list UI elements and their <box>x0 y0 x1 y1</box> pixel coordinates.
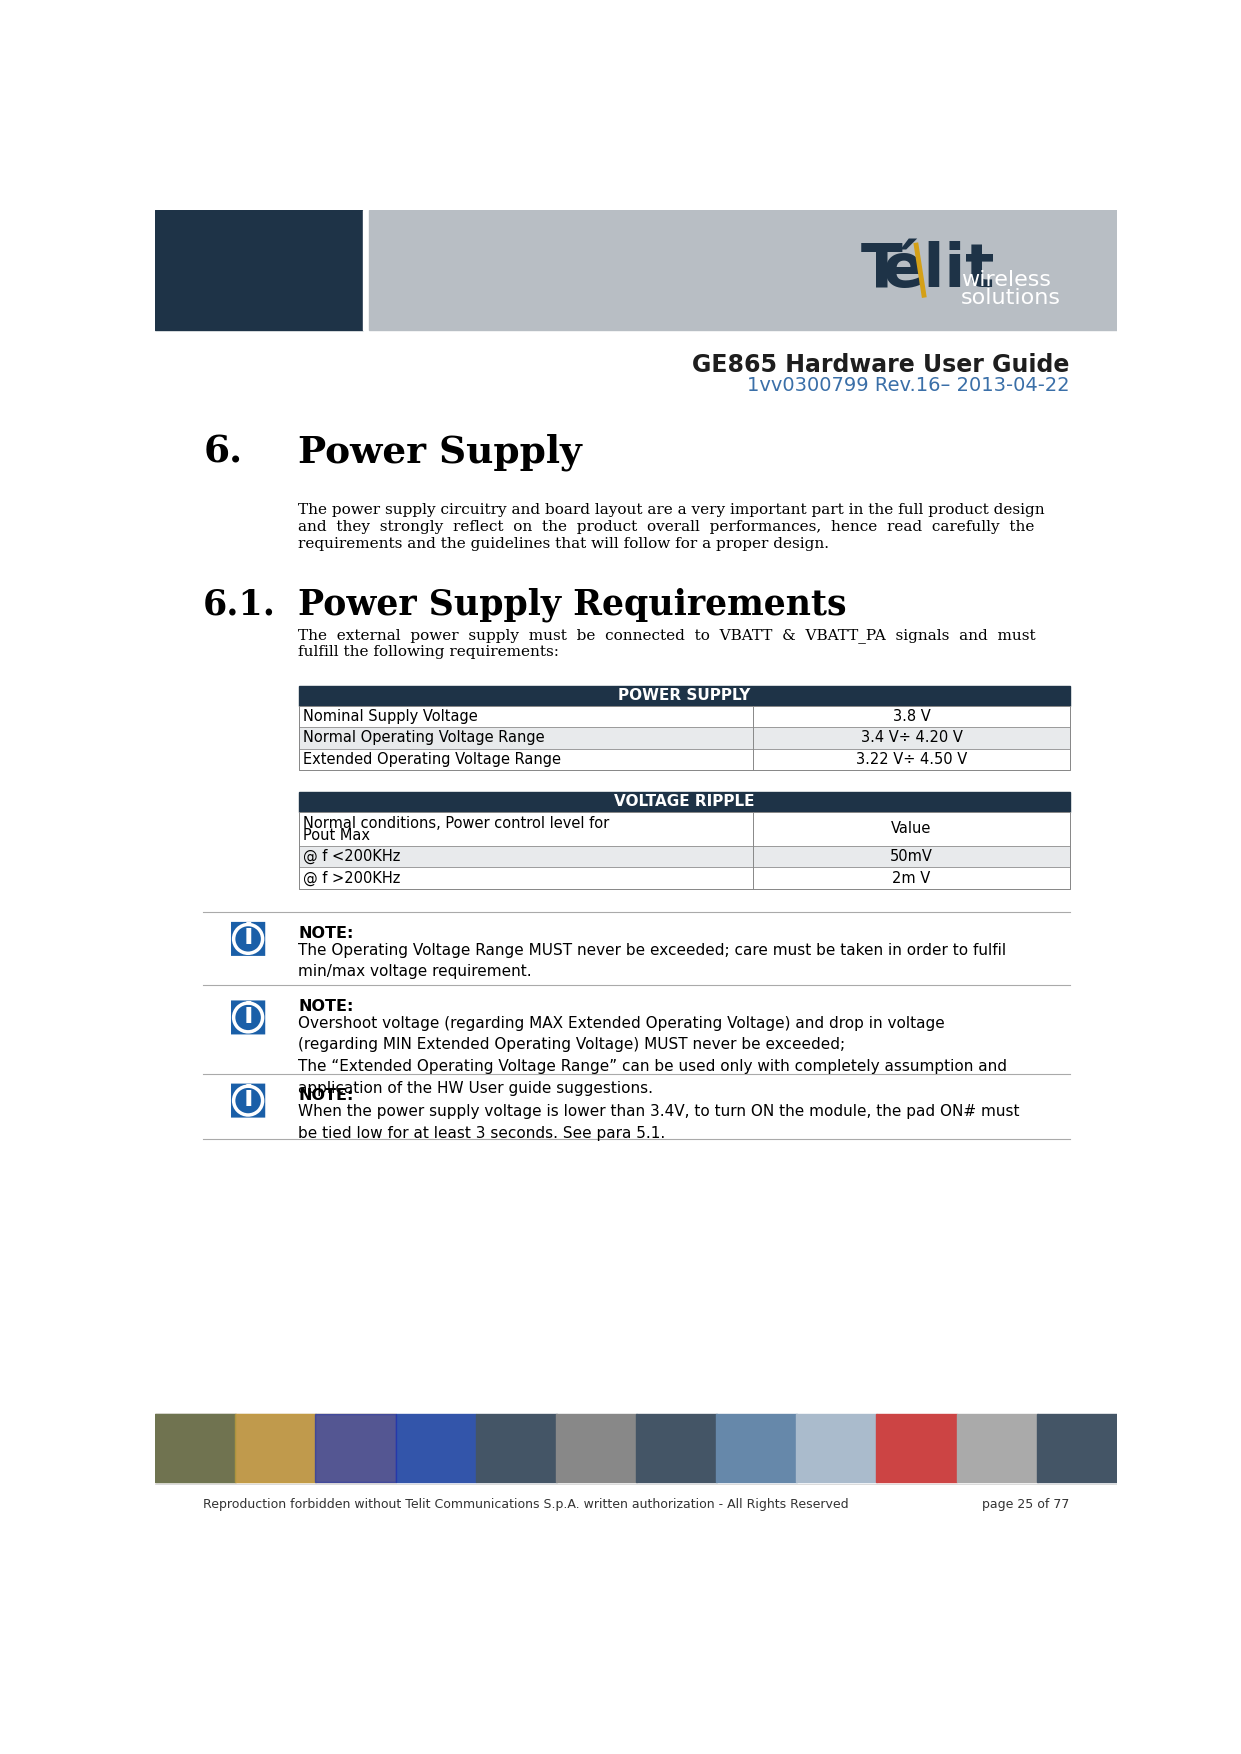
Bar <box>299 845 1070 866</box>
Bar <box>299 728 1070 749</box>
Bar <box>155 1414 236 1482</box>
Text: i: i <box>243 1002 253 1030</box>
Text: page 25 of 77: page 25 of 77 <box>982 1498 1070 1510</box>
Text: solutions: solutions <box>961 288 1061 309</box>
Bar <box>1036 1414 1118 1482</box>
Text: Extended Operating Voltage Range: Extended Operating Voltage Range <box>303 752 561 766</box>
Circle shape <box>233 924 263 954</box>
Text: 3.22 V÷ 4.50 V: 3.22 V÷ 4.50 V <box>856 752 967 766</box>
Bar <box>637 1414 717 1482</box>
Text: requirements and the guidelines that will follow for a proper design.: requirements and the guidelines that wil… <box>299 537 829 551</box>
Bar <box>299 686 1070 705</box>
Text: fulfill the following requirements:: fulfill the following requirements: <box>299 645 560 660</box>
Text: VOLTAGE RIPPLE: VOLTAGE RIPPLE <box>614 795 755 809</box>
Bar <box>299 705 1070 728</box>
Bar <box>876 1414 957 1482</box>
Text: i: i <box>243 1084 253 1112</box>
Text: The  external  power  supply  must  be  connected  to  VBATT  &  VBATT_PA  signa: The external power supply must be connec… <box>299 628 1036 642</box>
Text: Value: Value <box>891 821 932 837</box>
Text: The Operating Voltage Range MUST never be exceeded; care must be taken in order : The Operating Voltage Range MUST never b… <box>299 942 1006 979</box>
Text: wireless: wireless <box>961 270 1051 289</box>
Bar <box>475 1414 557 1482</box>
Bar <box>716 1414 797 1482</box>
Text: Reproduction forbidden without Telit Communications S.p.A. written authorization: Reproduction forbidden without Telit Com… <box>204 1498 849 1510</box>
Bar <box>957 1414 1037 1482</box>
Bar <box>155 1414 236 1482</box>
Text: Normal Operating Voltage Range: Normal Operating Voltage Range <box>303 730 545 745</box>
Bar <box>236 1414 315 1482</box>
Bar <box>315 1414 396 1482</box>
Text: i: i <box>243 923 253 951</box>
FancyBboxPatch shape <box>231 1000 266 1035</box>
Bar <box>299 812 1070 845</box>
Bar <box>369 210 1117 330</box>
Text: T: T <box>860 242 902 300</box>
Bar <box>236 1414 316 1482</box>
Text: The power supply circuitry and board layout are a very important part in the ful: The power supply circuitry and board lay… <box>299 503 1045 517</box>
Text: Pout Max: Pout Max <box>303 828 370 844</box>
Bar <box>396 1414 477 1482</box>
Bar <box>299 866 1070 889</box>
Text: élit: élit <box>882 242 994 300</box>
FancyBboxPatch shape <box>231 923 266 956</box>
Text: Power Supply: Power Supply <box>299 433 582 472</box>
Bar <box>299 812 1070 889</box>
Text: 3.8 V: 3.8 V <box>892 709 931 724</box>
Text: GE865 Hardware User Guide: GE865 Hardware User Guide <box>692 353 1070 377</box>
Bar <box>315 1414 396 1482</box>
Circle shape <box>233 1086 263 1116</box>
Text: Normal conditions, Power control level for: Normal conditions, Power control level f… <box>303 816 609 831</box>
Text: Overshoot voltage (regarding MAX Extended Operating Voltage) and drop in voltage: Overshoot voltage (regarding MAX Extende… <box>299 1016 1008 1096</box>
Bar <box>556 1414 637 1482</box>
Bar <box>299 705 1070 770</box>
Text: NOTE:: NOTE: <box>299 926 354 940</box>
Text: 1vv0300799 Rev.16– 2013-04-22: 1vv0300799 Rev.16– 2013-04-22 <box>747 375 1070 395</box>
Text: 2m V: 2m V <box>892 870 931 886</box>
Text: and  they  strongly  reflect  on  the  product  overall  performances,  hence  r: and they strongly reflect on the product… <box>299 519 1035 533</box>
Text: Nominal Supply Voltage: Nominal Supply Voltage <box>303 709 478 724</box>
Text: @ f <200KHz: @ f <200KHz <box>303 849 401 865</box>
Bar <box>155 210 362 330</box>
Text: NOTE:: NOTE: <box>299 1087 354 1103</box>
Circle shape <box>233 1003 263 1031</box>
Text: NOTE:: NOTE: <box>299 1000 354 1014</box>
Text: POWER SUPPLY: POWER SUPPLY <box>618 688 751 703</box>
Bar <box>797 1414 877 1482</box>
Bar <box>299 749 1070 770</box>
Text: When the power supply voltage is lower than 3.4V, to turn ON the module, the pad: When the power supply voltage is lower t… <box>299 1105 1020 1142</box>
Text: 6.: 6. <box>204 433 242 470</box>
Text: 6.1.: 6.1. <box>204 588 277 621</box>
FancyBboxPatch shape <box>231 1084 266 1117</box>
Bar <box>362 210 369 330</box>
Bar <box>299 791 1070 812</box>
Text: 50mV: 50mV <box>890 849 933 865</box>
Text: 3.4 V÷ 4.20 V: 3.4 V÷ 4.20 V <box>860 730 963 745</box>
Text: Power Supply Requirements: Power Supply Requirements <box>299 588 848 623</box>
Text: @ f >200KHz: @ f >200KHz <box>303 870 401 886</box>
